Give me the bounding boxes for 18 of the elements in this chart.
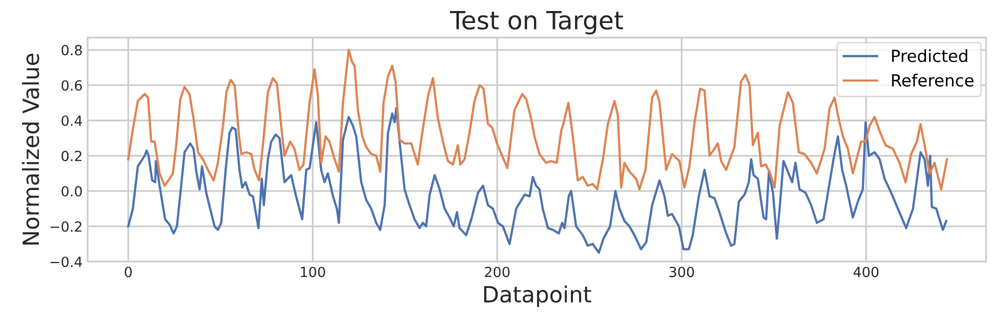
y-tick-label: 0.6 (62, 80, 82, 91)
y-tick-label: 0.2 (62, 150, 82, 162)
x-tick-label: 200 (484, 266, 510, 278)
chart-title: Test on Target (450, 11, 624, 34)
y-tick-label: −0.2 (50, 221, 82, 232)
x-tick-label: 0 (124, 266, 132, 278)
x-tick-label: 100 (300, 266, 326, 278)
x-tick-label: 400 (854, 266, 878, 278)
legend-label: Reference (892, 74, 974, 87)
line-series (127, 107, 948, 254)
y-tick-label: 0.8 (62, 44, 82, 56)
x-tick-label: 300 (669, 266, 694, 278)
y-tick-label: 0.4 (62, 115, 82, 126)
y-tick-label: −0.4 (50, 256, 82, 268)
x-axis-title: Datapoint (484, 285, 592, 307)
legend-label: Predicted (892, 49, 968, 62)
y-axis-title: Normalized Value (22, 54, 40, 244)
y-tick-label: 0.0 (62, 186, 82, 197)
